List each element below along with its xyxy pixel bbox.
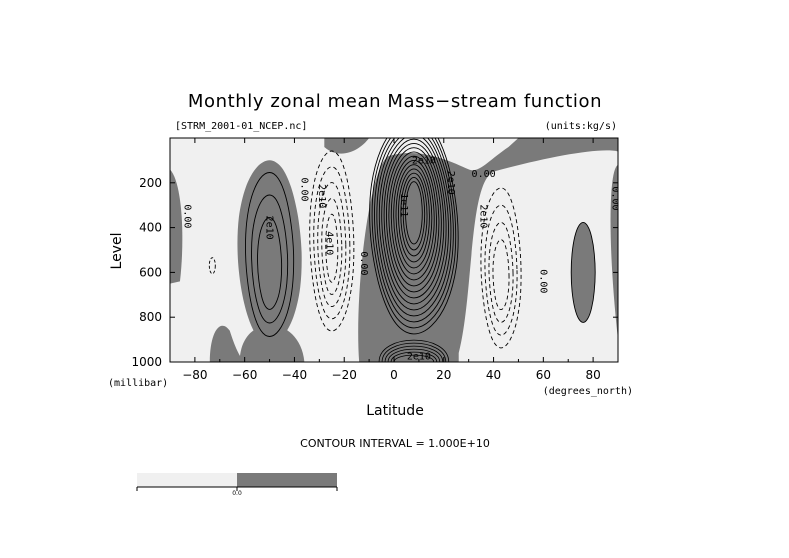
contour-line-negative <box>321 197 343 295</box>
contour-line-negative <box>488 221 514 323</box>
x-unit-label: (degrees_north) <box>543 386 633 397</box>
x-tick-label: −40 <box>282 368 307 382</box>
colorbar-swatch <box>137 473 237 487</box>
contour-label: 2e10 <box>407 351 431 362</box>
x-tick-label: 80 <box>585 368 600 382</box>
contour-line <box>395 164 433 269</box>
contour-label: 2e10 <box>316 184 327 208</box>
contour-line <box>381 138 447 305</box>
y-axis-title: Level <box>109 233 125 270</box>
y-tick-label: 1000 <box>131 355 162 369</box>
x-tick-label: 40 <box>486 368 501 382</box>
x-tick-label: 20 <box>436 368 451 382</box>
x-tick-label: −80 <box>182 368 207 382</box>
contour-line-negative <box>313 166 351 320</box>
positive-region <box>209 325 245 362</box>
contour-line <box>384 345 444 362</box>
contour-line <box>390 351 438 362</box>
y-tick-label: 600 <box>139 265 162 279</box>
contour-line <box>390 155 437 281</box>
contour-line <box>378 339 450 362</box>
contour-label: 2e10 <box>264 216 275 240</box>
contour-label: 0.00 <box>537 269 548 293</box>
contour-label: 0.00 <box>181 204 192 228</box>
contour-line-zero <box>570 221 596 323</box>
y-tick-label: 200 <box>139 176 162 190</box>
contour-line-negative <box>325 213 339 283</box>
x-tick-label: 60 <box>536 368 551 382</box>
x-axis-title: Latitude <box>366 403 424 419</box>
contour-label: 2e10 <box>478 204 489 228</box>
contour-line <box>371 138 457 329</box>
contour-line <box>387 348 441 362</box>
positive-region <box>239 325 305 362</box>
contour-line <box>251 194 289 324</box>
contour-label: 0.00 <box>610 186 621 210</box>
positive-region <box>237 160 302 345</box>
axes: −80 −60 −40 −20 0 20 40 60 80 200 400 600 800 1000 <box>131 137 619 382</box>
file-label: [STRM_2001-01_NCEP.nc] <box>175 121 307 132</box>
contour-label: 4e10 <box>323 231 334 255</box>
positive-region <box>170 169 183 284</box>
contour-line <box>383 142 445 299</box>
contour-line <box>245 172 295 337</box>
contour-line-negative <box>492 239 510 311</box>
positive-region <box>610 164 618 340</box>
chart-title: Monthly zonal mean Mass−stream function <box>188 91 602 112</box>
contour-line <box>257 216 283 310</box>
contour-line <box>388 151 440 287</box>
contour-line <box>386 147 442 293</box>
contour-interval-label: CONTOUR INTERVAL = 1.000E+10 <box>300 437 490 450</box>
x-tick-label: 0 <box>390 368 398 382</box>
units-label: (units:kg/s) <box>545 121 617 132</box>
contour-line <box>369 138 459 335</box>
contour-line <box>393 354 435 362</box>
contour-label: 2e10 <box>445 171 456 195</box>
contour-line-negative <box>480 187 522 349</box>
contour-line-negative <box>208 257 216 275</box>
contour-label: 0.00 <box>472 169 496 180</box>
colorbar: 0.0 <box>136 473 338 497</box>
contour-line <box>397 168 430 263</box>
contour-label: 1e11 <box>398 193 409 217</box>
positive-region <box>571 222 596 323</box>
contour-label: 0.00 <box>358 251 369 275</box>
contour-line <box>381 342 447 362</box>
contour-label: 2e10 <box>412 155 436 166</box>
x-tick-label: −60 <box>232 368 257 382</box>
contour-line <box>393 159 435 275</box>
positive-region <box>324 138 370 154</box>
y-unit-label: (millibar) <box>108 378 168 389</box>
y-tick-label: 800 <box>139 310 162 324</box>
x-tick-label: −20 <box>332 368 357 382</box>
contour-label: 0.00 <box>298 177 309 201</box>
contour-line <box>376 138 452 317</box>
contour-line <box>374 138 454 323</box>
contour-line-negative <box>309 150 355 332</box>
contour-line <box>402 176 426 251</box>
contour-line <box>405 181 423 245</box>
y-tick-label: 400 <box>139 221 162 235</box>
contour-line <box>378 138 449 311</box>
plot-area: 0.00 2e10 0.00 2e10 4e10 0.00 1e11 2e10 2e10 0.00… <box>170 138 621 362</box>
contour-line-negative <box>484 204 518 336</box>
contour-line <box>400 172 428 257</box>
colorbar-label: 0.0 <box>232 490 242 497</box>
colorbar-swatch <box>237 473 337 487</box>
